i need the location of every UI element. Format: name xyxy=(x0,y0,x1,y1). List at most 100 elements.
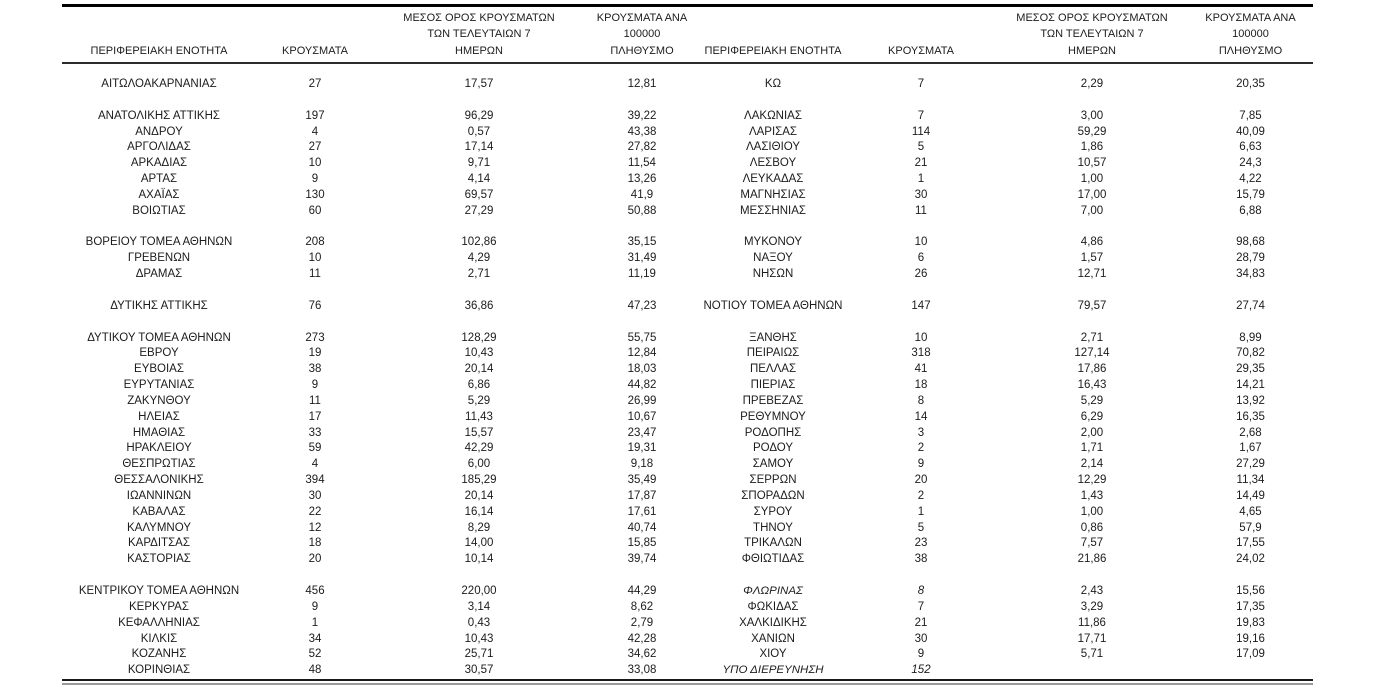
per-100k-cell: 35,15 xyxy=(627,236,657,249)
per-100k-cell: 17,55 xyxy=(1236,537,1265,550)
region-name-cell: ΧΑΛΚΙΔΙΚΗΣ xyxy=(739,616,807,629)
avg-7day-cell: 5,29 xyxy=(1080,394,1104,407)
region-name-cell: ΜΕΣΣΗΝΙΑΣ xyxy=(739,204,807,217)
avg-7day-cell: 21,86 xyxy=(1077,553,1107,566)
avg-7day-cell: 30,57 xyxy=(464,664,494,677)
col-header-7day-avg-left: ΜΕΣΟΣ ΟΡΟΣ ΚΡΟΥΣΜΑΤΩΝ ΤΩΝ ΤΕΛΕΥΤΑΙΩΝ 7 Η… xyxy=(403,11,555,57)
avg-7day-cell: 20,14 xyxy=(464,489,494,502)
region-name-cell: ΕΒΡΟΥ xyxy=(139,347,179,360)
region-name-cell: ΠΕΙΡΑΙΩΣ xyxy=(746,347,800,360)
table-row: ΔΡΑΜΑΣ 11 2,71 11,19 ΝΗΣΩΝ 26 12,71 34,83 xyxy=(62,267,1313,283)
per-100k-cell: 14,49 xyxy=(1236,489,1265,502)
table-row: ΑΝΑΤΟΛΙΚΗΣ ΑΤΤΙΚΗΣ 197 96,29 39,22 ΛΑΚΩΝΙΑΣ 7… xyxy=(62,109,1313,125)
col-header-cases-left: ΚΡΟΥΣΜΑΤΑ xyxy=(282,44,348,57)
cases-cell: 27 xyxy=(308,78,322,90)
bottom-border-dark-line xyxy=(62,679,1313,682)
cases-cell: 2 xyxy=(917,442,925,455)
avg-7day-cell: 17,57 xyxy=(464,78,494,90)
region-name-cell: ΘΕΣΣΑΛΟΝΙΚΗΣ xyxy=(114,474,204,487)
region-name-cell: ΑΡΚΑΔΙΑΣ xyxy=(130,157,188,170)
avg-7day-cell: 42,29 xyxy=(464,442,494,455)
region-name-cell: ΚΑΡΔΙΤΣΑΣ xyxy=(128,537,190,550)
region-name-cell: ΝΟΤΙΟΥ ΤΟΜΕΑ ΑΘΗΝΩΝ xyxy=(703,299,843,312)
cases-cell: 152 xyxy=(911,664,931,677)
table-bottom-border xyxy=(62,679,1313,686)
avg-7day-cell: 36,86 xyxy=(464,299,494,312)
per-100k-cell: 33,08 xyxy=(627,664,657,677)
table-row: ΓΡΕΒΕΝΩΝ 10 4,29 31,49 ΝΑΞΟΥ 6 1,57 28,79 xyxy=(62,251,1313,267)
cases-cell: 52 xyxy=(308,648,322,661)
cases-cell: 10 xyxy=(914,331,928,344)
avg-7day-cell: 5,71 xyxy=(1080,648,1104,661)
avg-7day-cell: 2,00 xyxy=(1080,426,1104,439)
cases-cell: 7 xyxy=(917,78,925,90)
cases-cell: 30 xyxy=(914,632,928,645)
table-row xyxy=(62,220,1313,236)
per-100k-cell: 9,18 xyxy=(630,458,654,471)
region-name-cell: ΑΝΔΡΟΥ xyxy=(135,125,183,138)
region-name-cell: ΦΩΚΙΔΑΣ xyxy=(747,600,799,613)
cases-cell: 18 xyxy=(914,379,928,392)
cases-cell: 20 xyxy=(308,553,322,566)
cases-cell: 197 xyxy=(305,109,325,122)
region-name-cell: ΤΡΙΚΑΛΩΝ xyxy=(744,537,802,550)
table-row xyxy=(62,283,1313,299)
per-100k-cell: 34,62 xyxy=(627,648,657,661)
cases-cell: 9 xyxy=(311,173,319,186)
per-100k-cell: 6,63 xyxy=(1239,141,1262,154)
avg-7day-cell: 59,29 xyxy=(1077,125,1107,138)
region-name-cell: ΣΠΟΡΑΔΩΝ xyxy=(741,489,805,502)
per-100k-cell: 24,02 xyxy=(1236,553,1265,566)
cases-cell: 19 xyxy=(308,347,322,360)
per-100k-cell: 19,16 xyxy=(1236,632,1265,645)
table-row: ΚΟΡΙΝΘΙΑΣ 48 30,57 33,08 ΥΠΟ ΔΙΕΡΕΥΝΗΣΗ 152 xyxy=(62,663,1313,679)
col-header-per-100k-right: ΚΡΟΥΣΜΑΤΑ ΑΝΑ 100000 ΠΛΗΘΥΣΜΟ xyxy=(1205,11,1296,57)
avg-7day-cell: 6,29 xyxy=(1080,410,1104,423)
region-name-cell: ΞΑΝΘΗΣ xyxy=(749,331,797,344)
avg-7day-cell: 6,86 xyxy=(467,379,491,392)
region-name-cell: ΔΥΤΙΚΟΥ ΤΟΜΕΑ ΑΘΗΝΩΝ xyxy=(87,331,231,344)
avg-7day-cell: 10,43 xyxy=(464,632,494,645)
per-100k-cell: 29,35 xyxy=(1236,363,1265,376)
cases-cell: 34 xyxy=(308,632,322,645)
avg-7day-cell: 16,14 xyxy=(464,505,494,518)
table-row xyxy=(62,568,1313,584)
region-name-cell: ΚΕΡΚΥΡΑΣ xyxy=(129,600,189,613)
avg-7day-cell: 17,00 xyxy=(1077,188,1107,201)
per-100k-cell: 15,56 xyxy=(1236,585,1265,597)
per-100k-cell: 41,9 xyxy=(630,188,654,201)
cases-cell: 2 xyxy=(917,489,925,502)
cases-cell: 76 xyxy=(308,299,322,312)
avg-7day-cell: 20,14 xyxy=(464,363,494,376)
region-name-cell: ΒΟΡΕΙΟΥ ΤΟΜΕΑ ΑΘΗΝΩΝ xyxy=(85,236,233,249)
table-row: ΑΙΤΩΛΟΑΚΑΡΝΑΝΙΑΣ 27 17,57 12,81 ΚΩ 7 2,29 20,35 xyxy=(62,77,1313,93)
per-100k-cell: 17,35 xyxy=(1236,600,1265,613)
table-row: ΚΟΖΑΝΗΣ 52 25,71 34,62 ΧΙΟΥ 9 5,71 17,09 xyxy=(62,647,1313,663)
per-100k-cell: 27,29 xyxy=(1236,458,1265,471)
avg-7day-cell: 0,57 xyxy=(467,125,491,138)
cases-cell: 11 xyxy=(915,204,927,217)
cases-cell: 30 xyxy=(914,188,928,201)
table-row: ΗΛΕΙΑΣ 17 11,43 10,67 ΡΕΘΥΜΝΟΥ 14 6,29 16,35 xyxy=(62,410,1313,426)
table-row: ΑΡΤΑΣ 9 4,14 13,26 ΛΕΥΚΑΔΑΣ 1 1,00 4,22 xyxy=(62,172,1313,188)
per-100k-cell: 14,21 xyxy=(1236,379,1265,392)
table-row: ΘΕΣΠΡΩΤΙΑΣ 4 6,00 9,18 ΣΑΜΟΥ 9 2,14 27,29 xyxy=(62,457,1313,473)
table-row: ΚΑΒΑΛΑΣ 22 16,14 17,61 ΣΥΡΟΥ 1 1,00 4,65 xyxy=(62,505,1313,521)
region-name-cell: ΑΙΤΩΛΟΑΚΑΡΝΑΝΙΑΣ xyxy=(101,78,217,90)
avg-7day-cell: 69,57 xyxy=(464,188,494,201)
avg-7day-cell: 6,00 xyxy=(467,458,491,471)
region-name-cell: ΔΡΑΜΑΣ xyxy=(135,268,183,281)
region-name-cell: ΘΕΣΠΡΩΤΙΑΣ xyxy=(122,458,196,471)
per-100k-cell: 13,92 xyxy=(1236,394,1265,407)
cases-cell: 147 xyxy=(911,299,931,312)
avg-7day-cell: 12,29 xyxy=(1077,474,1107,487)
avg-7day-cell: 9,71 xyxy=(467,157,491,170)
cases-cell: 9 xyxy=(917,458,925,471)
cases-cell: 21 xyxy=(914,157,928,170)
per-100k-cell: 23,47 xyxy=(627,426,657,439)
col-header-7day-avg-right: ΜΕΣΟΣ ΟΡΟΣ ΚΡΟΥΣΜΑΤΩΝ ΤΩΝ ΤΕΛΕΥΤΑΙΩΝ 7 Η… xyxy=(1016,11,1168,57)
region-name-cell: ΣΥΡΟΥ xyxy=(753,505,793,518)
region-name-cell: ΥΠΟ ΔΙΕΡΕΥΝΗΣΗ xyxy=(722,664,824,677)
cases-cell: 456 xyxy=(305,585,325,597)
table-row: ΚΑΡΔΙΤΣΑΣ 18 14,00 15,85 ΤΡΙΚΑΛΩΝ 23 7,57 17,55 xyxy=(62,536,1313,552)
